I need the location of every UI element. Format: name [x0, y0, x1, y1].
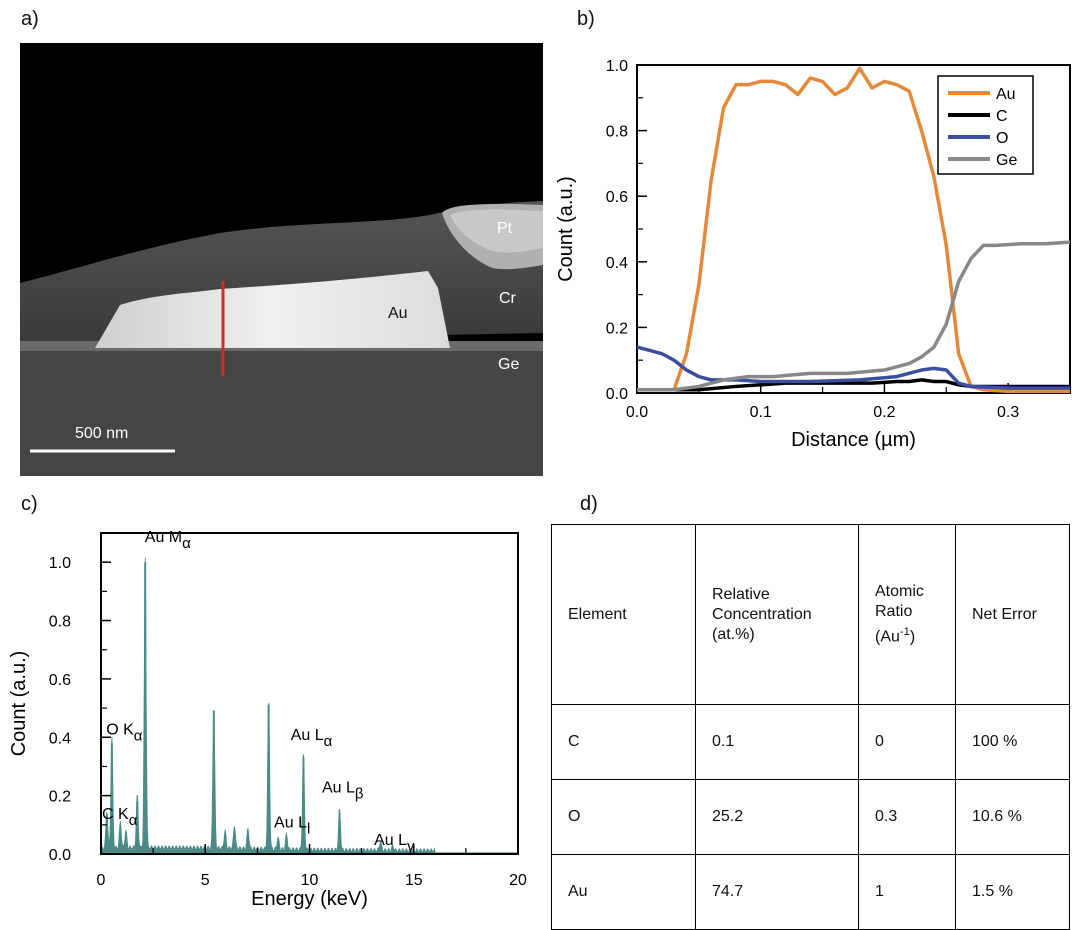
x-tick-label: 0	[97, 872, 106, 889]
y-tick-label: 0.8	[49, 614, 71, 631]
cell-element: C	[551, 704, 696, 780]
y-tick-label: 0.0	[606, 386, 628, 403]
x-tick-label: 0.2	[873, 404, 895, 421]
table-row: O 25.2 0.3 10.6 %	[551, 779, 1070, 855]
x-tick-label: 0.1	[750, 404, 772, 421]
y-tick-label: 0.4	[606, 255, 628, 272]
y-tick-label: 0.6	[49, 672, 71, 689]
legend-label: O	[996, 130, 1008, 147]
peak-annotation: O Kα	[106, 721, 143, 744]
scale-bar-label: 500 nm	[75, 425, 129, 442]
cell-concentration: 25.2	[695, 779, 859, 855]
y-axis-label: Count (a.u.)	[555, 176, 577, 282]
x-tick-label: 15	[405, 872, 423, 889]
peak-annotation: C Kα	[102, 806, 138, 829]
peak-annotation: Au Mα	[145, 529, 191, 552]
y-tick-label: 0.4	[49, 730, 71, 747]
sem-label-au: Au	[388, 305, 408, 322]
panel-label-d: d)	[580, 493, 598, 515]
x-axis-label: Energy (keV)	[251, 888, 368, 910]
panel-label-b: b)	[577, 8, 595, 30]
x-tick-label: 10	[301, 872, 319, 889]
cell-ratio: 0	[858, 704, 956, 780]
eds-spectrum-chart: 0.0 0.2 0.4 0.6 0.8 1.0 0 5 10 15 20 Energy (keV) Co…	[8, 529, 527, 910]
table-header-row: Element Relative Concentration (at.%) At…	[551, 524, 1070, 705]
header-error: Net Error	[955, 524, 1070, 705]
panel-label-c: c)	[21, 493, 38, 515]
peak-annotation: Au Lα	[291, 727, 333, 750]
quantification-table: Element Relative Concentration (at.%) At…	[551, 524, 1070, 930]
y-tick-label: 0.2	[606, 320, 628, 337]
x-tick-label: 5	[201, 872, 210, 889]
cell-concentration: 74.7	[695, 854, 859, 930]
line-profile-chart: 0.0 0.2 0.4 0.6 0.8 1.0 0.0 0.1 0.2 0.3 Distance (…	[555, 58, 1071, 451]
cell-error: 1.5 %	[955, 854, 1070, 930]
legend-label: Au	[996, 86, 1016, 103]
y-tick-label: 0.6	[606, 189, 628, 206]
table-row: C 0.1 0 100 %	[551, 704, 1070, 780]
cell-error: 10.6 %	[955, 779, 1070, 855]
header-concentration: Relative Concentration (at.%)	[695, 524, 859, 705]
x-axis-label: Distance (µm)	[791, 429, 916, 451]
header-ratio: Atomic Ratio (Au-1)	[858, 524, 956, 705]
cell-element: Au	[551, 854, 696, 930]
legend-label: Ge	[996, 152, 1017, 169]
x-tick-label: 0.0	[626, 404, 648, 421]
peak-annotation: Au Lγ	[374, 832, 415, 855]
ge-substrate	[20, 351, 543, 476]
sem-label-ge: Ge	[498, 356, 520, 373]
y-tick-label: 0.0	[49, 847, 71, 864]
header-element: Element	[551, 524, 696, 705]
sem-cross-section-image: Pt Cr Au Ge 500 nm	[20, 43, 543, 476]
cell-ratio: 0.3	[858, 779, 956, 855]
au-block	[95, 271, 450, 348]
table-row: Au 74.7 1 1.5 %	[551, 854, 1070, 930]
peak-annotation: Au Ll	[274, 815, 310, 838]
series-line-au	[637, 66, 1070, 394]
cell-ratio: 1	[858, 854, 956, 930]
y-tick-label: 0.8	[606, 124, 628, 141]
peak-annotation: Au Lβ	[322, 780, 364, 803]
cell-element: O	[551, 779, 696, 855]
series-line-o	[636, 345, 1070, 390]
series-line-ge	[637, 240, 1071, 392]
y-tick-label: 1.0	[49, 555, 71, 572]
y-tick-label: 0.2	[49, 789, 71, 806]
spectrum-area	[100, 557, 519, 855]
x-tick-label: 0.3	[997, 404, 1019, 421]
x-tick-label: 20	[509, 872, 527, 889]
y-axis-label: Count (a.u.)	[8, 651, 30, 757]
cell-error: 100 %	[955, 704, 1070, 780]
plot-frame	[100, 532, 519, 855]
sem-label-pt: Pt	[497, 220, 513, 237]
sem-label-cr: Cr	[499, 290, 516, 307]
panel-label-a: a)	[21, 8, 39, 30]
legend-label: C	[996, 108, 1008, 125]
cell-concentration: 0.1	[695, 704, 859, 780]
y-tick-label: 1.0	[606, 58, 628, 75]
